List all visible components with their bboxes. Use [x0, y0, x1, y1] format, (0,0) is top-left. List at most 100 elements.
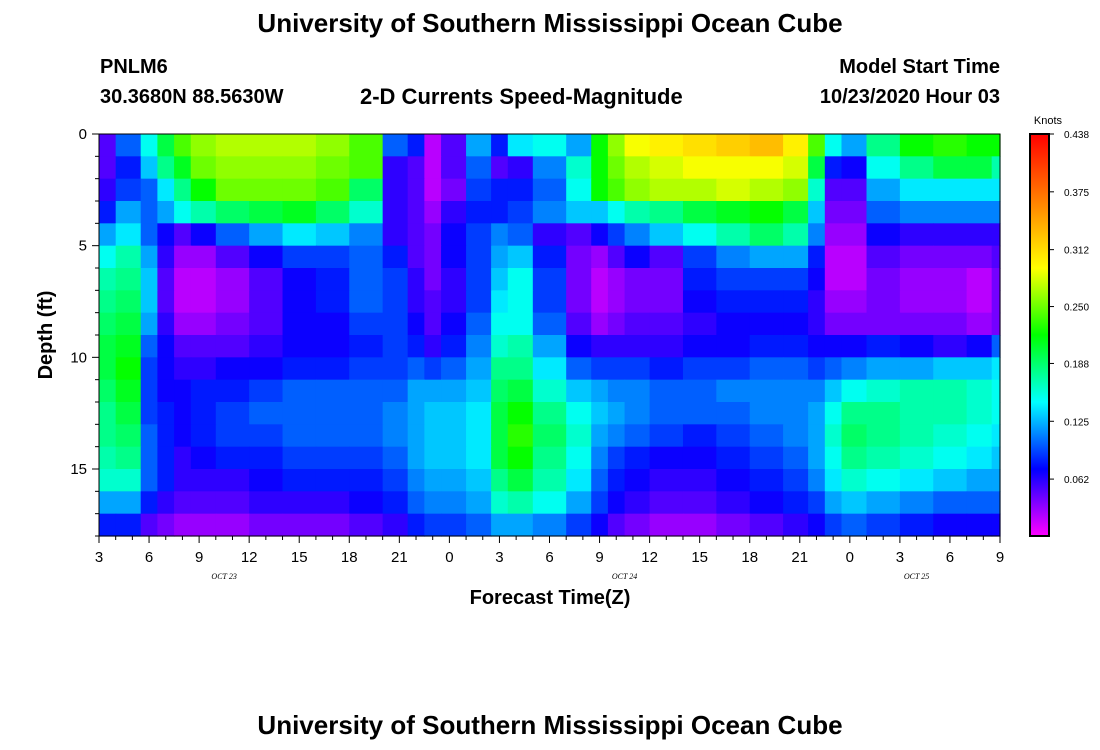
heatmap-cell [607, 201, 626, 224]
heatmap-cell [140, 335, 158, 358]
heatmap-cell [441, 402, 467, 425]
heatmap-cell [933, 491, 968, 515]
heatmap-cell [607, 513, 626, 537]
heatmap-cell [282, 312, 317, 336]
heatmap-cell [866, 357, 901, 381]
heatmap-cell [441, 268, 467, 291]
heatmap-cell [624, 201, 651, 224]
heatmap-cell [466, 379, 492, 403]
heatmap-cell [808, 491, 826, 515]
heatmap-cell [382, 335, 409, 358]
heatmap-cell [282, 178, 317, 202]
heatmap-cell [190, 357, 217, 381]
heatmap-cell [532, 290, 567, 314]
heatmap-cell [174, 134, 192, 157]
heatmap-cell [491, 201, 509, 224]
heatmap-cell [783, 223, 809, 247]
heatmap-cell [407, 469, 425, 492]
heatmap-cell [249, 513, 284, 537]
heatmap-cell [157, 134, 175, 157]
heatmap-cell [441, 245, 467, 269]
heatmap-cell [841, 201, 868, 224]
heatmap-cell [315, 223, 350, 247]
x-tick-label: 9 [195, 549, 203, 566]
heatmap-cell [315, 424, 350, 448]
heatmap-cell [174, 491, 192, 515]
heatmap-cell [190, 312, 217, 336]
heatmap-cell [466, 178, 492, 202]
heatmap-cell [157, 290, 175, 314]
heatmap-cell [140, 491, 158, 515]
heatmap-cell [249, 402, 284, 425]
heatmap-cell [966, 357, 993, 381]
heatmap-cell [783, 268, 809, 291]
x-tick-label: 3 [495, 549, 503, 566]
heatmap-cell [507, 379, 534, 403]
heatmap-cell [424, 424, 442, 448]
heatmap-cell [716, 379, 751, 403]
heatmap-cell [783, 491, 809, 515]
heatmap-cell [190, 178, 217, 202]
heatmap-cell [315, 178, 350, 202]
heatmap-cell [215, 446, 250, 470]
colorbar-tick-label: 0.438 [1064, 130, 1089, 141]
heatmap-cell [933, 513, 968, 537]
heatmap-cell [382, 469, 409, 492]
heatmap-cell [424, 335, 442, 358]
heatmap-cell [532, 268, 567, 291]
y-tick-label: 15 [70, 461, 87, 478]
heatmap-cell [716, 513, 751, 537]
heatmap-cell [624, 178, 651, 202]
heatmap-cell [749, 201, 784, 224]
heatmap-cell [566, 178, 592, 202]
heatmap-cell [808, 312, 826, 336]
heatmap-cell [933, 178, 968, 202]
heatmap-cell [249, 379, 284, 403]
heatmap-cell [315, 335, 350, 358]
heatmap-cell [591, 156, 609, 180]
heatmap-cell [566, 513, 592, 537]
heatmap-cell [407, 134, 425, 157]
heatmap-cell [99, 245, 117, 269]
heatmap-cell [315, 312, 350, 336]
heatmap-cell [249, 446, 284, 470]
heatmap-cell [808, 402, 826, 425]
heatmap-cell [591, 245, 609, 269]
heatmap-cell [215, 335, 250, 358]
heatmap-cell [532, 156, 567, 180]
heatmap-cell [591, 491, 609, 515]
x-tick-label: 12 [241, 549, 258, 566]
heatmap-cell [808, 245, 826, 269]
heatmap-cell [866, 268, 901, 291]
heatmap-cell [491, 312, 509, 336]
heatmap-cell [716, 134, 751, 157]
station-coordinates: 30.3680N 88.5630W [100, 86, 284, 108]
heatmap-cell [157, 402, 175, 425]
heatmap-cell [591, 357, 609, 381]
date-label: OCT 23 [211, 572, 236, 581]
heatmap-cell [682, 156, 717, 180]
heatmap-cell [933, 335, 968, 358]
heatmap-cell [99, 513, 117, 537]
heatmap-cell [966, 268, 993, 291]
heatmap-cell [966, 402, 993, 425]
heatmap-cell [115, 335, 142, 358]
heatmap-cell [115, 469, 142, 492]
heatmap-cell [532, 245, 567, 269]
heatmap-cell [507, 178, 534, 202]
heatmap-cell [624, 312, 651, 336]
heatmap-cell [349, 201, 384, 224]
heatmap-cell [282, 223, 317, 247]
heatmap-cell [99, 290, 117, 314]
x-tick-label: 21 [791, 549, 808, 566]
heatmap-cell [682, 201, 717, 224]
date-label: OCT 24 [612, 572, 637, 581]
heatmap-cell [991, 491, 1001, 515]
colorbar-tick-label: 0.375 [1064, 188, 1089, 199]
heatmap-cell [507, 223, 534, 247]
heatmap-cell [99, 491, 117, 515]
heatmap-cell [115, 312, 142, 336]
heatmap-cell [282, 491, 317, 515]
heatmap-cell [899, 223, 934, 247]
x-tick-label: 18 [341, 549, 358, 566]
